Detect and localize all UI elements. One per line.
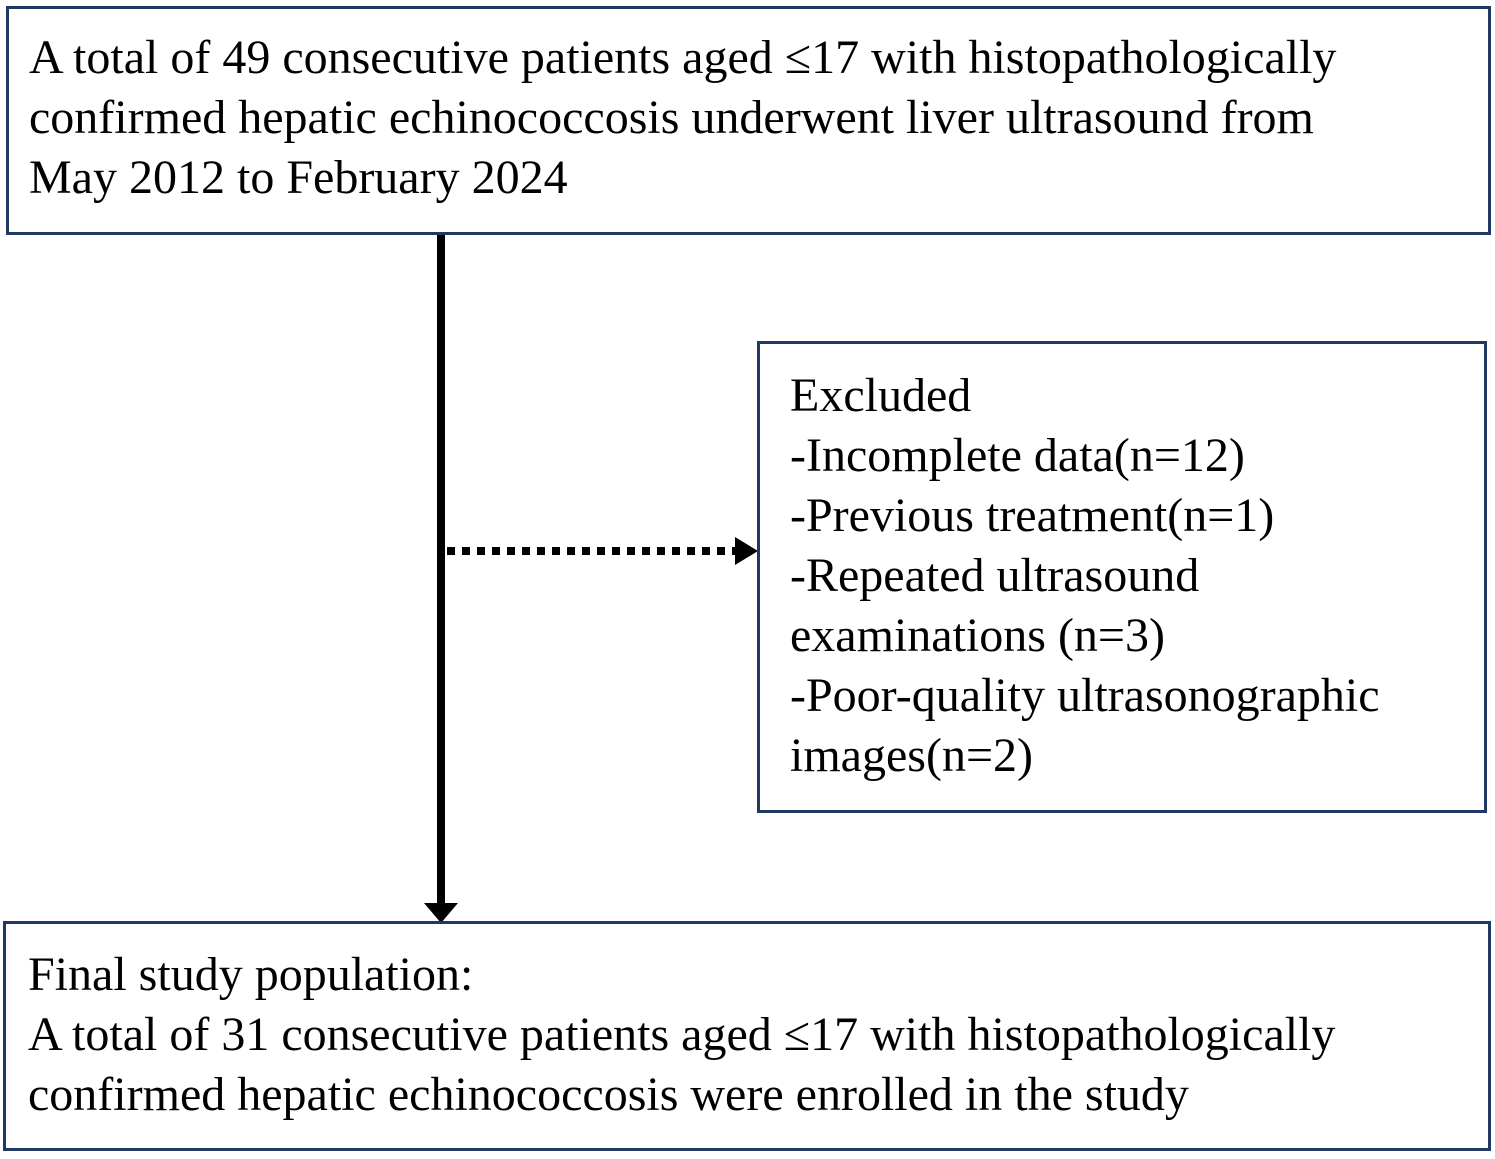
excluded-line-4: examinations (n=3) [790, 609, 1165, 662]
excluded-line-6: images(n=2) [790, 729, 1033, 782]
final-box-line-3: confirmed hepatic echinococcosis were en… [28, 1068, 1189, 1121]
exclusion-arrowhead-icon [735, 537, 758, 565]
excluded-line-2: -Previous treatment(n=1) [790, 489, 1275, 542]
excluded-line-3: -Repeated ultrasound [790, 549, 1200, 602]
excluded-line-1: -Incomplete data(n=12) [790, 429, 1245, 482]
final-box-line-2: A total of 31 consecutive patients aged … [28, 1008, 1336, 1061]
final-box-title: Final study population: [28, 948, 474, 1001]
top-box-line-2: confirmed hepatic echinococcosis underwe… [29, 91, 1314, 144]
excluded-line-5: -Poor-quality ultrasonographic [790, 669, 1380, 722]
down-arrowhead-icon [424, 903, 458, 923]
excluded-box: Excluded -Incomplete data(n=12) -Previou… [757, 341, 1487, 813]
top-box-line-3: May 2012 to February 2024 [29, 151, 568, 204]
final-population-box: Final study population: A total of 31 co… [3, 921, 1491, 1151]
excluded-title: Excluded [790, 369, 972, 422]
initial-population-box: A total of 49 consecutive patients aged … [6, 6, 1491, 235]
top-box-line-1: A total of 49 consecutive patients aged … [29, 31, 1337, 84]
